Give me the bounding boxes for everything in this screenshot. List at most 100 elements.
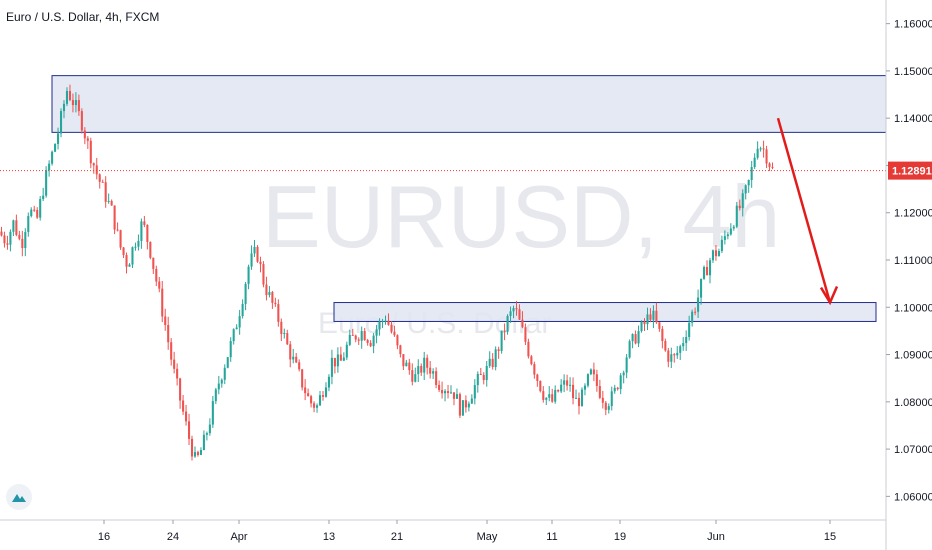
candle-body	[408, 362, 411, 371]
candle	[622, 370, 625, 384]
candle	[461, 400, 464, 416]
candle	[208, 418, 211, 436]
candle	[720, 235, 723, 254]
candle	[485, 361, 488, 387]
candle-body	[39, 199, 42, 218]
candle	[703, 265, 706, 280]
price-axis[interactable]: 1.160001.150001.140001.130001.120001.110…	[885, 0, 932, 550]
candle	[631, 333, 634, 349]
candle-body	[256, 246, 259, 262]
candle	[324, 382, 328, 398]
candle-body	[634, 334, 637, 344]
candle	[732, 224, 735, 231]
candle-body	[152, 257, 155, 269]
candle-body	[217, 383, 220, 390]
candle	[131, 246, 134, 268]
candle	[393, 325, 396, 337]
price-tick-label: 1.06000	[894, 491, 932, 503]
candle-body	[313, 403, 316, 408]
candle-body	[518, 309, 521, 320]
candle	[316, 403, 319, 413]
candle	[557, 389, 560, 393]
candle-body	[738, 205, 741, 209]
candle-body	[705, 266, 709, 276]
candle	[57, 127, 60, 150]
candle-body	[286, 333, 289, 345]
candle	[688, 315, 691, 341]
brand-logo-icon[interactable]	[6, 484, 32, 510]
candle-body	[735, 205, 738, 227]
candle-body	[238, 316, 241, 328]
candle-body	[697, 297, 700, 312]
candle-body	[563, 380, 566, 385]
candle	[360, 326, 363, 349]
candle	[313, 401, 316, 413]
candle-body	[595, 374, 598, 387]
candle	[318, 390, 322, 407]
candle	[298, 359, 301, 372]
candle-body	[703, 266, 706, 279]
candle	[432, 368, 435, 380]
candle-body	[307, 393, 310, 397]
candle	[48, 160, 51, 177]
candle	[411, 363, 414, 386]
candle	[473, 379, 476, 405]
candle-body	[241, 303, 244, 317]
candle-body	[682, 343, 685, 347]
candle-body	[652, 310, 655, 320]
candle-body	[211, 401, 214, 425]
price-tick-label: 1.16000	[894, 19, 932, 31]
candle	[179, 377, 182, 409]
candle	[414, 367, 417, 383]
candle	[21, 230, 24, 257]
candle	[589, 368, 592, 376]
candle	[372, 333, 375, 354]
candle-body	[685, 336, 688, 344]
candle-body	[128, 264, 131, 267]
candle	[741, 189, 744, 217]
candle	[265, 276, 268, 301]
candle-body	[723, 236, 726, 240]
candle	[226, 356, 229, 369]
candle-body	[560, 384, 563, 392]
candle	[694, 307, 697, 316]
candle-body	[542, 391, 545, 400]
candle	[286, 329, 289, 346]
candle-body	[664, 341, 667, 351]
support-zone[interactable]	[333, 302, 877, 322]
forecast-arrow[interactable]	[776, 117, 832, 303]
candle	[77, 94, 80, 116]
candle-body	[613, 387, 616, 392]
candle-body	[187, 421, 191, 439]
candle	[649, 308, 652, 323]
candle-body	[119, 230, 122, 248]
candle-body	[274, 302, 277, 305]
time-axis[interactable]: 16 24 Apr 13 21 May 11 19 Jun 15	[0, 519, 886, 543]
candle-body	[640, 321, 643, 332]
candle	[518, 304, 521, 321]
candle-body	[30, 209, 33, 217]
candle-body	[98, 174, 101, 182]
candle	[274, 297, 277, 307]
candle	[691, 309, 694, 327]
candle-body	[646, 314, 649, 325]
candle-body	[557, 389, 560, 392]
candle	[446, 384, 450, 399]
candle-body	[176, 368, 179, 379]
candle-body	[497, 349, 500, 351]
candle-body	[301, 369, 304, 388]
candle-body	[205, 433, 208, 435]
candle	[170, 338, 173, 366]
candle-body	[113, 205, 116, 230]
resistance-zone[interactable]	[51, 75, 887, 133]
candle-body	[714, 250, 717, 257]
candle-body	[494, 349, 497, 368]
time-tick-label: 24	[167, 531, 179, 543]
candle-body	[247, 266, 250, 284]
candle-body	[694, 311, 697, 313]
candle	[402, 354, 405, 371]
candle-body	[533, 364, 536, 375]
candle-body	[467, 403, 470, 408]
candle-body	[399, 345, 402, 355]
candle	[452, 392, 456, 406]
